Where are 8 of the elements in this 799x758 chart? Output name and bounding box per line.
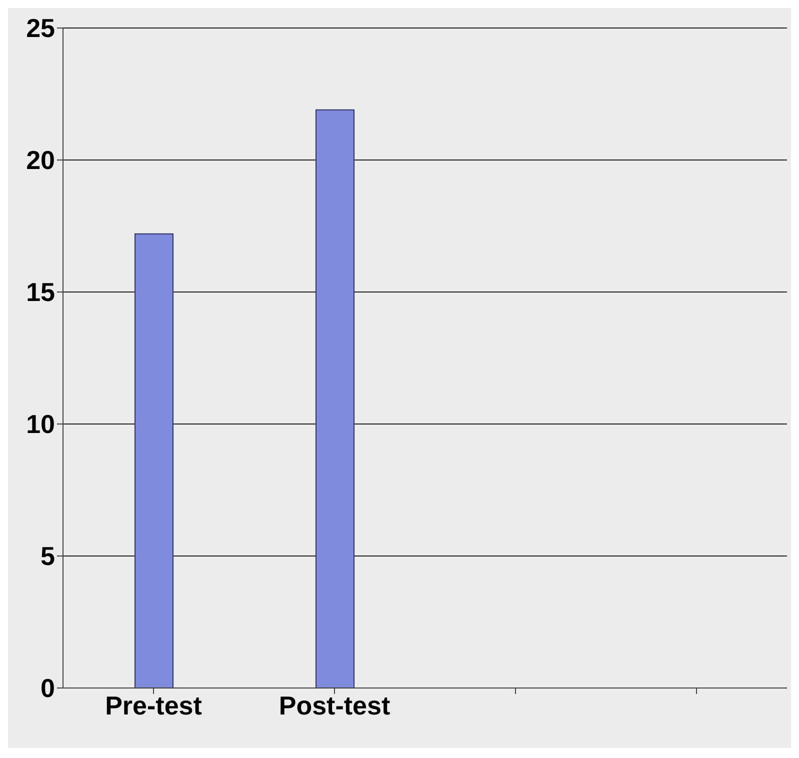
y-tick-label: 0 (40, 673, 55, 704)
x-tick-label: Pre-test (105, 690, 202, 720)
y-tick-label: 10 (26, 409, 55, 440)
x-tick-label: Post-test (278, 690, 390, 720)
y-tick-label: 15 (26, 277, 55, 308)
y-tick-label: 5 (40, 541, 55, 572)
y-tick-label: 20 (26, 145, 55, 176)
y-tick-label: 25 (26, 13, 55, 44)
